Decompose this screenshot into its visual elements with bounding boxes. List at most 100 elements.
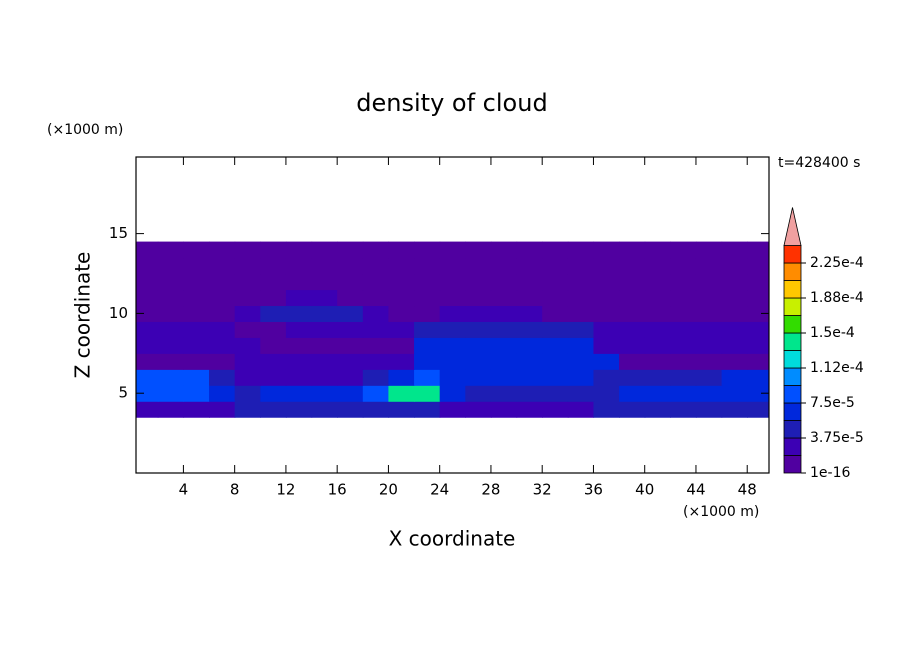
x-unit: (×1000 m) <box>683 504 759 520</box>
colorbar-tick-label: 7.5e-5 <box>810 395 855 411</box>
contour-cell <box>670 257 697 275</box>
contour-cell <box>747 241 769 259</box>
contour-cell <box>567 369 595 386</box>
contour-cell <box>542 385 569 402</box>
contour-cell <box>670 241 697 259</box>
contour-cell <box>644 369 671 386</box>
contour-cell <box>747 353 769 370</box>
contour-cell <box>414 369 441 386</box>
contour-cell <box>439 369 466 386</box>
contour-cell <box>157 337 185 354</box>
colorbar-box <box>783 437 802 456</box>
contour-cell <box>234 257 261 275</box>
contour-cell <box>516 273 543 291</box>
contour-cell <box>260 273 287 291</box>
contour-cell <box>465 369 492 386</box>
contour-cell <box>209 337 236 354</box>
contour-cell <box>721 337 748 354</box>
contour-cell <box>490 321 518 338</box>
contour-cell <box>490 241 518 259</box>
contour-cell <box>157 241 185 259</box>
contour-cell <box>721 273 748 291</box>
contour-cell <box>209 369 236 386</box>
contour-cell <box>285 353 313 370</box>
contour-cell <box>567 337 595 354</box>
x-tick-label: 8 <box>230 481 240 499</box>
contour-cell <box>490 401 518 418</box>
plot-frame <box>135 156 770 474</box>
contour-cell <box>670 273 697 291</box>
y-unit: (×1000 m) <box>47 122 123 138</box>
contour-cell <box>593 337 620 354</box>
contour-cell <box>695 257 723 275</box>
x-tick-label: 28 <box>481 481 500 499</box>
contour-cell <box>439 273 466 291</box>
contour-cell <box>516 385 543 402</box>
contour-cell <box>337 241 364 259</box>
contour-cell <box>337 401 364 418</box>
contour-cell <box>311 321 338 338</box>
contour-cell <box>260 385 287 402</box>
contour-cell <box>362 401 390 418</box>
contour-cell <box>465 241 492 259</box>
contour-cell <box>362 241 390 259</box>
contour-cell <box>136 369 159 386</box>
contour-cell <box>337 321 364 338</box>
contour-cell <box>388 305 415 322</box>
contour-cell <box>183 321 210 338</box>
contour-cell <box>542 257 569 275</box>
colorbar-box <box>783 297 802 316</box>
contour-cell <box>439 401 466 418</box>
contour-cell <box>311 353 338 370</box>
contour-cell <box>619 353 646 370</box>
colorbar-box <box>783 262 802 281</box>
contour-cell <box>465 337 492 354</box>
contour-cell <box>414 241 441 259</box>
contour-cell <box>234 385 261 402</box>
contour-cell <box>362 273 390 291</box>
contour-cell <box>490 257 518 275</box>
contour-cell <box>337 273 364 291</box>
contour-cell <box>136 321 159 338</box>
contour-cell <box>593 353 620 370</box>
contour-cell <box>388 289 415 307</box>
contour-cell <box>670 289 697 307</box>
colorbar-tick-label: 1.12e-4 <box>810 360 864 376</box>
contour-cell <box>567 321 595 338</box>
contour-cell <box>136 241 159 259</box>
colorbar-box <box>783 315 802 334</box>
x-tick-label: 44 <box>686 481 705 499</box>
contour-cell <box>465 305 492 322</box>
contour-cell <box>567 241 595 259</box>
contour-cell <box>542 353 569 370</box>
contour-cell <box>695 273 723 291</box>
contour-cell <box>644 241 671 259</box>
contour-cell <box>465 353 492 370</box>
contour-cell <box>567 289 595 307</box>
contour-cell <box>183 401 210 418</box>
contour-cell <box>644 321 671 338</box>
contour-cell <box>311 241 338 259</box>
contour-cell <box>388 385 415 402</box>
contour-cell <box>439 257 466 275</box>
contour-cell <box>465 257 492 275</box>
contour-cell <box>337 289 364 307</box>
contour-cell <box>157 369 185 386</box>
contour-cell <box>260 337 287 354</box>
contour-cell <box>260 241 287 259</box>
contour-cell <box>362 385 390 402</box>
contour-cell <box>490 353 518 370</box>
x-tick-label: 24 <box>430 481 449 499</box>
contour-cell <box>285 289 313 307</box>
contour-cell <box>285 321 313 338</box>
contour-cell <box>136 353 159 370</box>
contour-cell <box>311 369 338 386</box>
colorbar-box <box>783 332 802 351</box>
contour-cell <box>721 369 748 386</box>
colorbar-tick-label: 1.88e-4 <box>810 290 864 306</box>
contour-cell <box>542 305 569 322</box>
contour-cell <box>414 273 441 291</box>
contour-cell <box>490 369 518 386</box>
contour-cell <box>260 321 287 338</box>
